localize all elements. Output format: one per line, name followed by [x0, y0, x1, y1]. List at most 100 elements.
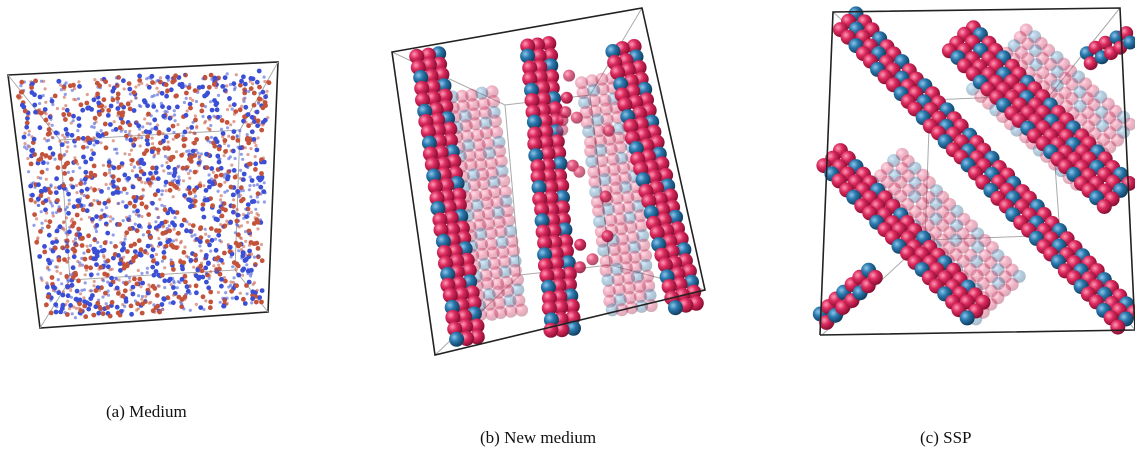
particle: [249, 195, 252, 198]
particle: [227, 135, 230, 138]
particle: [207, 235, 210, 238]
particle: [124, 281, 129, 286]
particle: [83, 194, 86, 197]
particle: [134, 223, 137, 226]
particle: [261, 189, 266, 194]
particle: [240, 224, 243, 227]
particle: [157, 237, 160, 240]
particle: [202, 184, 205, 187]
particle: [140, 82, 143, 85]
particle: [91, 313, 94, 316]
particle: [139, 285, 142, 288]
particle: [223, 298, 226, 301]
particle: [84, 101, 89, 106]
particle: [50, 240, 55, 245]
particle: [194, 114, 197, 117]
particle: [59, 84, 62, 87]
particle: [164, 94, 169, 99]
particle: [125, 249, 130, 254]
particle: [204, 152, 209, 157]
particle: [96, 131, 99, 134]
particle: [138, 127, 141, 130]
particle: [131, 259, 136, 264]
particle: [233, 175, 238, 180]
particle: [182, 218, 187, 223]
particle: [237, 242, 242, 247]
particle: [99, 141, 102, 144]
particle: [165, 91, 168, 94]
particle: [64, 127, 69, 132]
particle: [223, 75, 228, 80]
particle: [92, 136, 95, 139]
particle: [88, 204, 91, 207]
particle: [115, 286, 120, 291]
particle: [163, 286, 166, 289]
particle: [67, 171, 70, 174]
caption: (a) Medium: [106, 402, 187, 421]
particle: [226, 72, 229, 75]
particle: [167, 140, 170, 143]
particle: [239, 185, 244, 190]
particle: [253, 167, 258, 172]
particle: [129, 304, 134, 309]
particle: [188, 204, 193, 209]
particle: [168, 301, 171, 304]
particle: [198, 239, 203, 244]
particle: [235, 138, 240, 143]
particle: [48, 268, 51, 271]
particle: [111, 184, 116, 189]
particle: [202, 215, 207, 220]
particle: [147, 181, 152, 186]
particle: [208, 173, 211, 176]
particle: [72, 98, 75, 101]
particle: [138, 104, 141, 107]
particle: [77, 230, 80, 233]
particle: [258, 185, 263, 190]
particle: [62, 171, 67, 176]
particle: [208, 118, 211, 121]
particle: [256, 289, 259, 292]
particle: [247, 229, 252, 234]
particle: [149, 131, 152, 134]
particle: [135, 282, 140, 287]
particle: [38, 102, 41, 105]
particle: [173, 109, 176, 112]
particle: [180, 277, 185, 282]
particle: [152, 303, 155, 306]
particle: [64, 93, 67, 96]
figure: (a) Medium (b) New medium (c) SSP: [0, 0, 1135, 475]
particle: [103, 256, 106, 259]
particle: [233, 109, 238, 114]
particle: [67, 229, 72, 234]
particle: [153, 311, 156, 314]
particle: [69, 177, 74, 182]
particle: [109, 215, 112, 218]
particle: [100, 78, 103, 81]
particle: [43, 207, 48, 212]
particle: [177, 280, 180, 283]
particle: [214, 174, 219, 179]
particle: [62, 227, 65, 230]
particle: [252, 184, 255, 187]
particle: [28, 145, 31, 148]
particle: [67, 280, 70, 283]
particle: [75, 213, 80, 218]
particle: [76, 116, 81, 121]
particle: [172, 294, 175, 297]
particle: [30, 90, 35, 95]
particle: [183, 73, 186, 76]
particle: [24, 142, 27, 145]
particle: [225, 120, 230, 125]
particle: [51, 211, 54, 214]
particle: [131, 185, 136, 190]
particle: [105, 231, 110, 236]
particle: [32, 137, 37, 142]
particle: [109, 220, 112, 223]
particle: [249, 176, 252, 179]
particle: [209, 124, 212, 127]
particle: [134, 96, 137, 99]
particle: [200, 268, 205, 273]
particle: [253, 141, 256, 144]
particle: [228, 245, 233, 250]
particle: [229, 284, 232, 287]
